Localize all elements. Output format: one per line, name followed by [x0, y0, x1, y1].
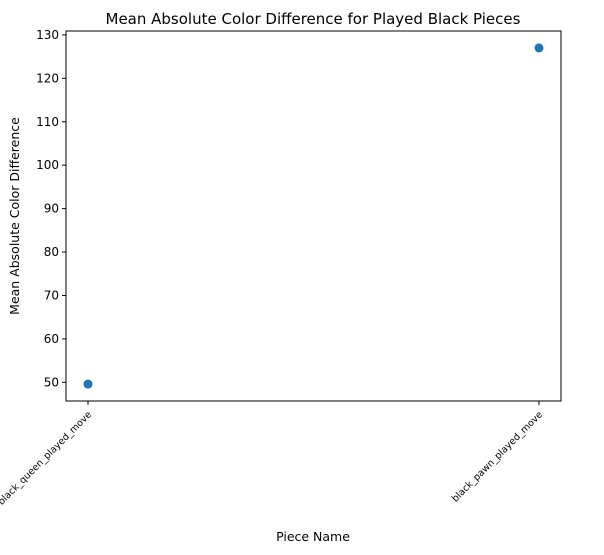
- chart-title: Mean Absolute Color Difference for Playe…: [106, 10, 521, 28]
- y-tick-label: 80: [44, 245, 59, 259]
- plot-area-frame: [65, 30, 562, 402]
- data-points: [83, 43, 544, 389]
- x-tick-label: black_queen_played_move: [0, 409, 94, 507]
- y-tick-label: 130: [36, 28, 59, 42]
- data-point: [534, 43, 544, 53]
- x-axis: black_queen_played_move black_pawn_played…: [0, 401, 545, 507]
- y-tick-label: 60: [44, 332, 59, 346]
- y-tick-label: 50: [44, 375, 59, 389]
- y-tick-label: 100: [36, 158, 59, 172]
- x-tick-label: black_pawn_played_move: [450, 409, 545, 504]
- y-tick-label: 70: [44, 288, 59, 302]
- data-point: [83, 379, 93, 389]
- y-tick-label: 90: [44, 202, 59, 216]
- y-axis: 50 60 70 80 90 100 110 120 130: [36, 28, 66, 389]
- y-tick-label: 120: [36, 71, 59, 85]
- x-axis-label: Piece Name: [276, 529, 350, 544]
- y-axis-label: Mean Absolute Color Difference: [7, 117, 22, 315]
- y-tick-label: 110: [36, 115, 59, 129]
